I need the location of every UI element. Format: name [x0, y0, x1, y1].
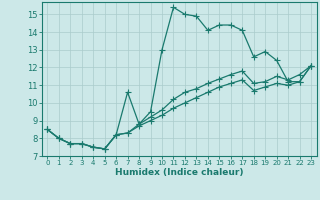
- X-axis label: Humidex (Indice chaleur): Humidex (Indice chaleur): [115, 168, 244, 177]
